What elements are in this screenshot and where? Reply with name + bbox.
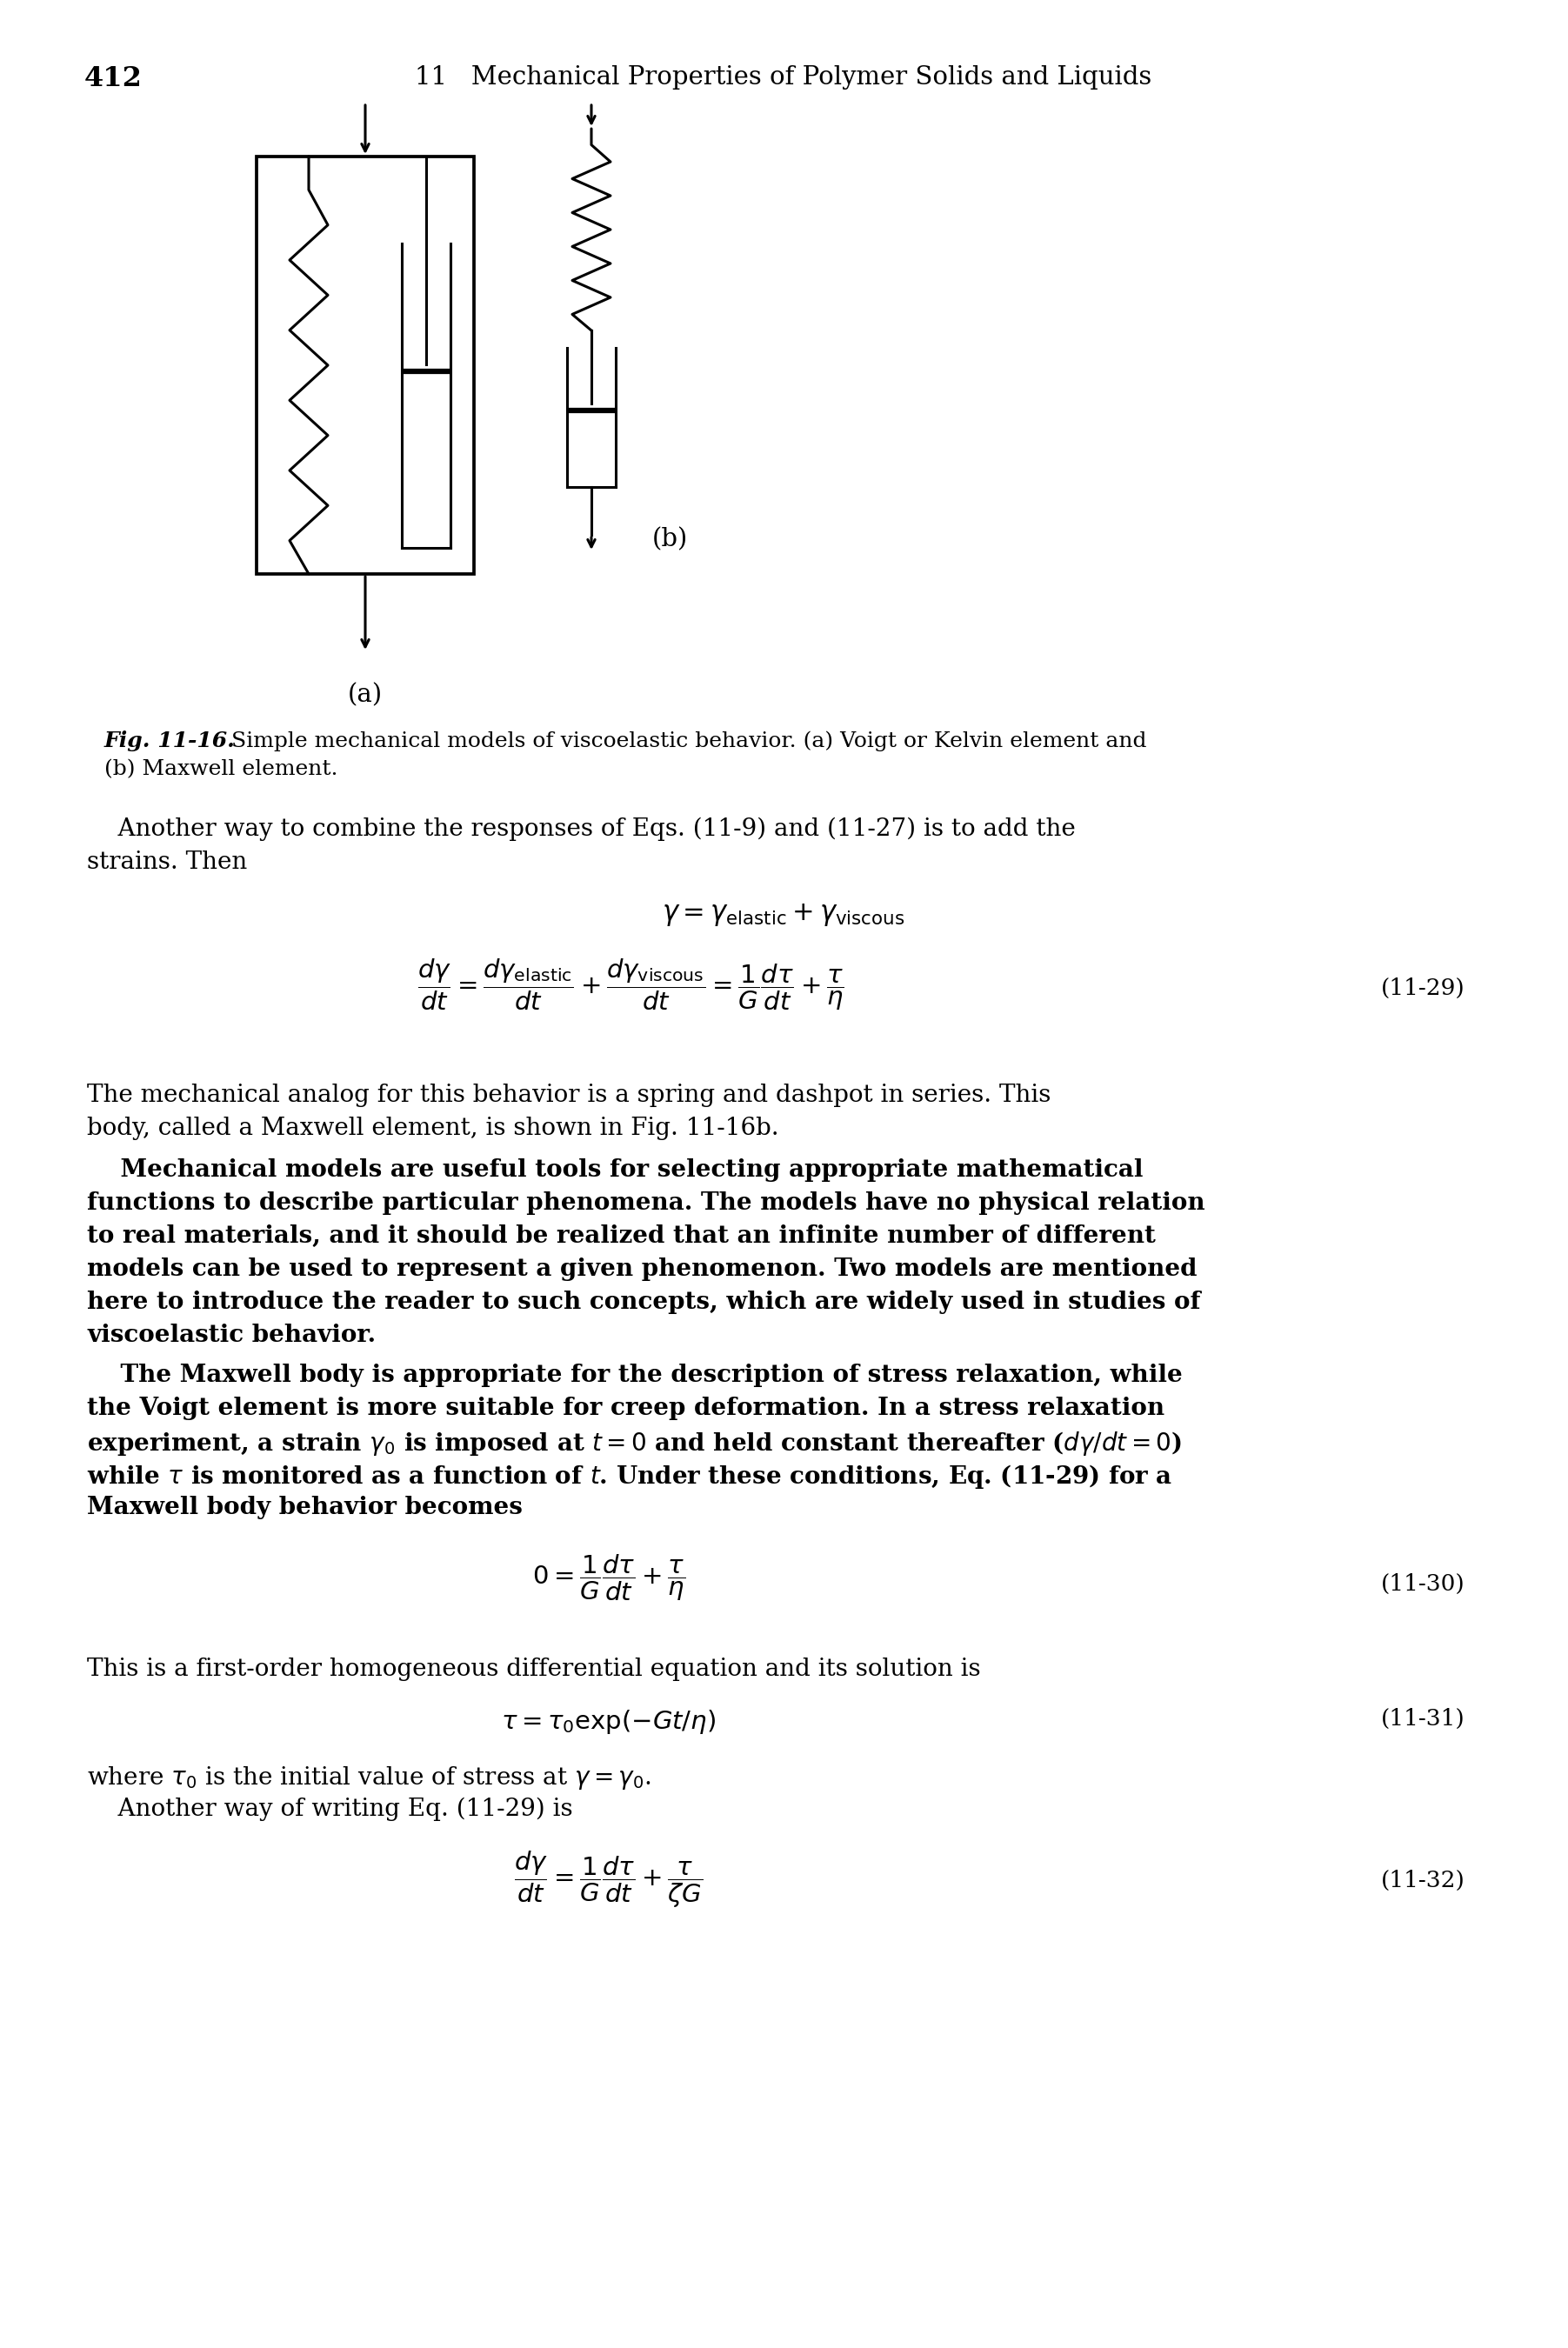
Text: Simple mechanical models of viscoelastic behavior. (a) Voigt or Kelvin element a: Simple mechanical models of viscoelastic…	[218, 730, 1146, 751]
Text: Another way to combine the responses of Eqs. (11-9) and (11-27) is to add the: Another way to combine the responses of …	[86, 817, 1076, 841]
Text: (a): (a)	[348, 683, 383, 707]
Text: strains. Then: strains. Then	[86, 850, 248, 873]
Text: Another way of writing Eq. (11-29) is: Another way of writing Eq. (11-29) is	[86, 1799, 572, 1822]
Text: here to introduce the reader to such concepts, which are widely used in studies : here to introduce the reader to such con…	[86, 1291, 1201, 1315]
Text: Mechanical models are useful tools for selecting appropriate mathematical: Mechanical models are useful tools for s…	[86, 1158, 1143, 1181]
Text: $0 = \dfrac{1}{G}\dfrac{d\tau}{dt} + \dfrac{\tau}{\eta}$: $0 = \dfrac{1}{G}\dfrac{d\tau}{dt} + \df…	[532, 1552, 685, 1604]
Bar	[257, 157, 474, 573]
Text: (11-31): (11-31)	[1381, 1707, 1466, 1728]
Text: models can be used to represent a given phenomenon. Two models are mentioned: models can be used to represent a given …	[86, 1259, 1196, 1282]
Text: 412: 412	[85, 66, 143, 92]
Text: Maxwell body behavior becomes: Maxwell body behavior becomes	[86, 1496, 522, 1519]
Text: $\gamma = \gamma_{\mathrm{elastic}} + \gamma_{\mathrm{viscous}}$: $\gamma = \gamma_{\mathrm{elastic}} + \g…	[662, 902, 905, 927]
Text: to real materials, and it should be realized that an infinite number of differen: to real materials, and it should be real…	[86, 1223, 1156, 1247]
Text: $\dfrac{d\gamma}{dt} = \dfrac{1}{G}\dfrac{d\tau}{dt} + \dfrac{\tau}{\zeta G}$: $\dfrac{d\gamma}{dt} = \dfrac{1}{G}\dfra…	[514, 1850, 702, 1909]
Text: The Maxwell body is appropriate for the description of stress relaxation, while: The Maxwell body is appropriate for the …	[86, 1364, 1182, 1388]
Text: This is a first-order homogeneous differential equation and its solution is: This is a first-order homogeneous differ…	[86, 1658, 980, 1681]
Text: Fig. 11-16.: Fig. 11-16.	[105, 730, 235, 751]
Text: body, called a Maxwell element, is shown in Fig. 11-16b.: body, called a Maxwell element, is shown…	[86, 1118, 779, 1141]
Text: functions to describe particular phenomena. The models have no physical relation: functions to describe particular phenome…	[86, 1190, 1206, 1214]
Text: $\dfrac{d\gamma}{dt} = \dfrac{d\gamma_{\mathrm{elastic}}}{dt} + \dfrac{d\gamma_{: $\dfrac{d\gamma}{dt} = \dfrac{d\gamma_{\…	[417, 958, 844, 1012]
Text: $\tau = \tau_0 \exp(-Gt/\eta)$: $\tau = \tau_0 \exp(-Gt/\eta)$	[502, 1707, 717, 1735]
Text: (b): (b)	[652, 526, 688, 552]
Text: viscoelastic behavior.: viscoelastic behavior.	[86, 1324, 376, 1348]
Text: The mechanical analog for this behavior is a spring and dashpot in series. This: The mechanical analog for this behavior …	[86, 1082, 1051, 1106]
Text: 11   Mechanical Properties of Polymer Solids and Liquids: 11 Mechanical Properties of Polymer Soli…	[416, 66, 1152, 89]
Text: (11-32): (11-32)	[1381, 1869, 1466, 1890]
Text: while $\tau$ is monitored as a function of $t$. Under these conditions, Eq. (11-: while $\tau$ is monitored as a function …	[86, 1463, 1173, 1491]
Text: the Voigt element is more suitable for creep deformation. In a stress relaxation: the Voigt element is more suitable for c…	[86, 1397, 1165, 1421]
Text: where $\tau_0$ is the initial value of stress at $\gamma = \gamma_0$.: where $\tau_0$ is the initial value of s…	[86, 1763, 651, 1792]
Text: (11-29): (11-29)	[1381, 977, 1466, 998]
Text: (11-30): (11-30)	[1381, 1573, 1466, 1594]
Text: experiment, a strain $\gamma_0$ is imposed at $t = 0$ and held constant thereaft: experiment, a strain $\gamma_0$ is impos…	[86, 1430, 1182, 1458]
Text: (b) Maxwell element.: (b) Maxwell element.	[105, 758, 337, 780]
